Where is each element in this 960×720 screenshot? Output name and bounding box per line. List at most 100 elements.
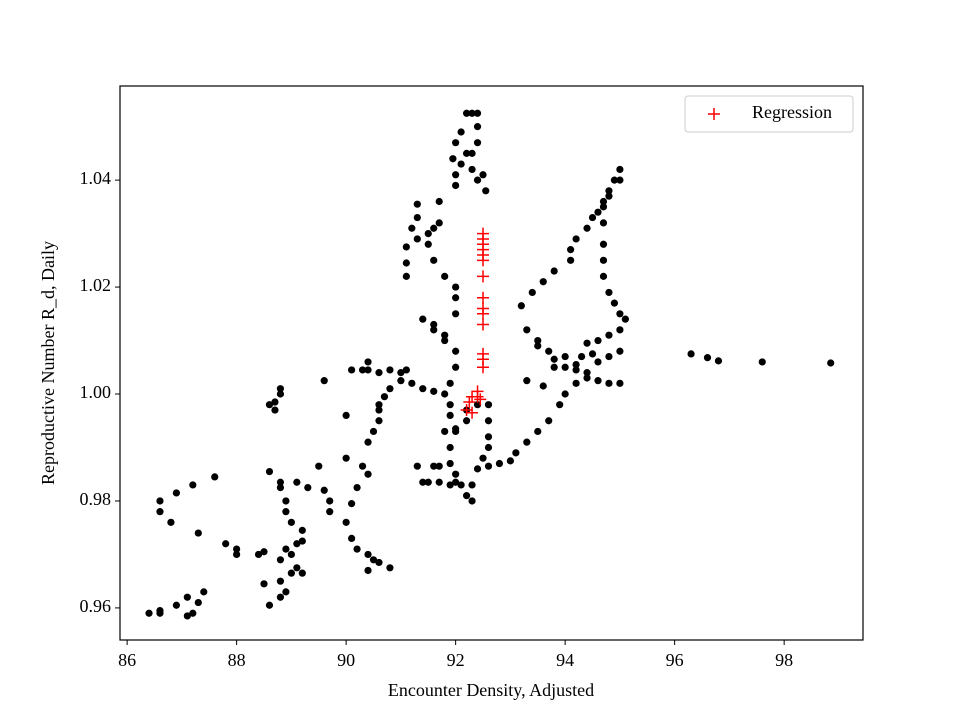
scatter-point [380,393,389,401]
scatter-point [599,203,608,211]
scatter-point [484,417,493,425]
scatter-point [599,197,608,206]
scatter-point [545,417,553,425]
scatter-point [364,550,372,559]
scatter-point [572,366,580,374]
scatter-point [271,398,279,406]
scatter-point [348,366,356,374]
scatter-point [375,401,383,409]
scatter-point [462,109,471,117]
scatter-point [413,235,421,243]
y-tick-label: 1.02 [80,275,112,295]
scatter-point [457,160,465,168]
scatter-point [534,427,542,436]
scatter-point [474,393,487,406]
scatter-point [386,385,394,393]
scatter-point [364,470,372,478]
scatter-point [342,454,350,462]
scatter-point [375,406,383,414]
scatter-point [588,350,597,358]
scatter-point [473,176,482,184]
scatter-point [233,550,241,559]
scatter-point [397,377,405,385]
scatter-point [342,518,350,526]
scatter-point [408,224,416,232]
scatter-point [583,369,591,377]
x-tick-label: 86 [118,650,136,670]
scatter-point [468,497,476,505]
scatter-point [189,481,197,489]
scatter-point [342,411,350,420]
y-tick-label: 1.04 [80,168,112,188]
scatter-point [348,500,356,508]
scatter-point [430,320,438,329]
scatter-point [484,433,493,441]
scatter-point [402,272,410,280]
scatter-point [477,307,490,320]
scatter-point [369,427,378,436]
scatter-point [449,155,457,163]
scatter-point [539,382,547,390]
scatter-point [452,363,460,371]
scatter-point [413,200,421,208]
scatter-point [430,224,438,232]
scatter-point [616,310,624,318]
scatter-point [156,497,164,505]
scatter-point [477,291,490,304]
scatter-point [293,564,301,572]
scatter-point [605,192,613,200]
scatter-point [276,478,285,486]
scatter-point [260,548,268,556]
scatter-point [364,566,372,575]
scatter-point [561,363,569,371]
scatter-point [446,443,454,452]
scatter-point [156,508,164,516]
scatter-point [326,508,334,516]
scatter-point [413,462,421,470]
scatter-point [452,310,460,318]
scatter-point [495,459,504,468]
scatter-point [353,483,361,492]
x-tick-label: 98 [775,650,793,670]
scatter-point [424,229,432,238]
scatter-point [473,109,482,117]
scatter-point [276,593,285,601]
scatter-point [477,254,490,267]
scatter-point [348,534,356,542]
scatter-point [599,219,608,227]
scatter-point [320,377,328,385]
scatter-point [441,336,449,345]
x-tick-label: 90 [337,650,355,670]
scatter-point [477,361,490,374]
scatter-point [315,462,323,470]
scatter-point [827,359,835,367]
scatter-point [572,361,580,369]
scatter-point [479,171,487,179]
scatter-point [287,518,295,526]
scatter-point [452,171,460,179]
scatter-point [430,462,438,470]
scatter-point [473,465,482,473]
scatter-point [446,401,454,409]
x-tick-label: 92 [447,650,465,670]
scatter-point [567,246,575,254]
plot-frame [119,85,864,641]
scatter-point [452,294,460,302]
scatter-point [441,272,449,280]
scatter-point [528,288,536,297]
scatter-point [605,288,613,297]
scatter-point [577,352,586,361]
scatter-point [326,497,334,505]
scatter-point [430,326,438,334]
scatter-point [484,443,493,452]
scatter-point [605,331,613,339]
scatter-point [276,556,285,564]
legend-box [684,95,854,133]
scatter-point [172,489,180,497]
scatter-point [282,545,290,553]
scatter-point [534,342,542,350]
scatter-point [594,358,602,366]
y-tick-label: 0.98 [80,489,112,509]
scatter-point [457,481,465,489]
x-tick-label: 94 [556,650,574,670]
